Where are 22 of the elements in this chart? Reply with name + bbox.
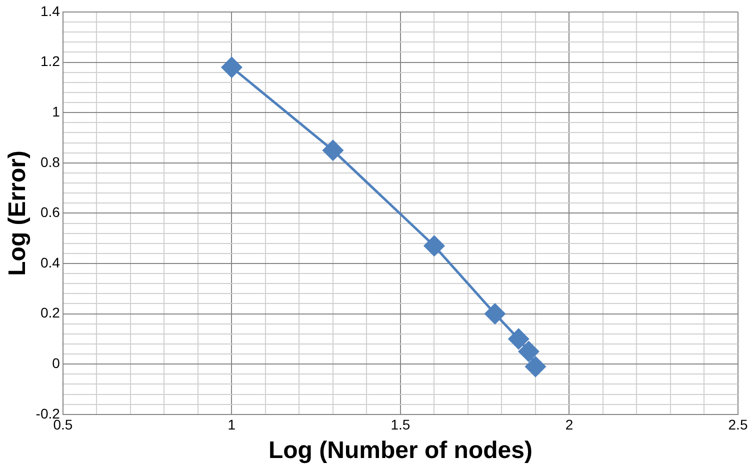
point: [525, 356, 546, 377]
y-tick-label: 0.2: [40, 304, 60, 321]
x-tick-label: 2: [565, 416, 574, 433]
y-tick-label: 1.2: [40, 53, 60, 70]
x-tick-label: 1: [228, 416, 236, 433]
point: [221, 57, 242, 78]
point: [508, 328, 529, 350]
y-axis-title: Log (Error): [4, 150, 32, 276]
point: [322, 140, 344, 161]
point: [518, 341, 539, 362]
y-tick-label: 1: [52, 103, 60, 120]
x-tick-label: 1.5: [390, 416, 410, 433]
y-tick-label: 1.4: [40, 2, 60, 19]
y-tick-label: 0.6: [40, 204, 60, 220]
x-axis-title: Log (Number of nodes): [268, 437, 532, 464]
y-tick-label: 0.4: [40, 254, 60, 270]
x-tick-label: 2.5: [728, 416, 748, 433]
point: [484, 304, 506, 324]
point: [424, 236, 444, 256]
y-tick-label: 0: [52, 354, 60, 371]
y-tick-label: -0.2: [36, 405, 60, 422]
y-tick-label: 0.8: [40, 154, 60, 170]
